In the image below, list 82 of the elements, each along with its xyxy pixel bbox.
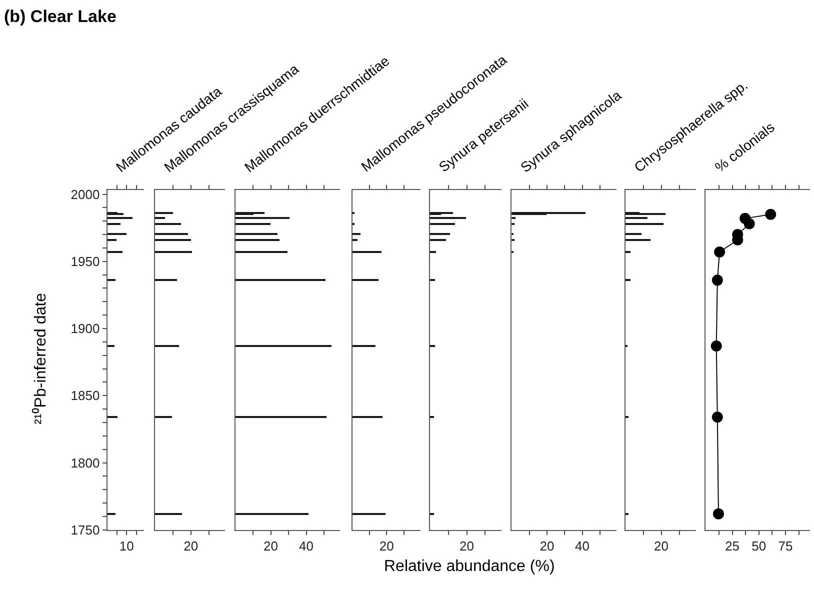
- x-tick-label: 10: [119, 538, 134, 554]
- bar: [155, 251, 192, 254]
- bar: [430, 345, 435, 348]
- x-tick-label: 20: [264, 538, 278, 554]
- bar: [235, 223, 270, 226]
- bar: [625, 213, 666, 216]
- x-tick-label: 50: [752, 538, 766, 554]
- bar: [155, 416, 172, 418]
- point: [765, 208, 776, 220]
- bar: [155, 279, 177, 282]
- y-tick-label: 1950: [70, 254, 100, 269]
- bar: [625, 416, 628, 418]
- bar: [155, 239, 191, 242]
- bar: [107, 279, 116, 282]
- x-tick-label: 20: [540, 538, 554, 554]
- x-tick-label: 40: [299, 538, 314, 554]
- bar: [107, 223, 120, 226]
- bar: [107, 513, 116, 516]
- bar: [352, 513, 386, 516]
- y-tick-label: 2000: [70, 186, 100, 202]
- bar: [107, 345, 114, 348]
- bar: [625, 513, 628, 516]
- bar: [235, 513, 308, 516]
- point: [714, 246, 726, 258]
- x-tick-label: 75: [778, 538, 793, 554]
- x-tick-label: 20: [460, 538, 474, 554]
- bar: [625, 233, 642, 236]
- bar: [625, 251, 630, 254]
- bar: [430, 217, 466, 220]
- y-axis-title: ²¹⁰Pb-inferred date: [32, 292, 50, 424]
- point: [710, 340, 722, 352]
- y-tick-label: 1750: [70, 522, 100, 538]
- bar: [625, 223, 664, 226]
- bar: [430, 251, 436, 254]
- bar: [235, 345, 332, 348]
- bar: [155, 345, 179, 348]
- y-tick-label: 1900: [70, 321, 100, 336]
- bar: [107, 239, 116, 242]
- x-tick-label: 20: [379, 538, 394, 554]
- point: [712, 412, 723, 423]
- bar: [107, 213, 124, 216]
- bar: [430, 416, 434, 418]
- bar: [625, 279, 630, 282]
- bar: [352, 345, 376, 348]
- point: [744, 218, 755, 230]
- bar: [235, 233, 278, 236]
- bar: [107, 251, 122, 254]
- bar: [352, 279, 378, 282]
- point: [712, 508, 724, 520]
- bar: [352, 233, 360, 236]
- point: [712, 274, 723, 286]
- bar: [235, 279, 326, 282]
- bar: [155, 513, 182, 516]
- bar: [352, 239, 358, 242]
- x-tick-label: 20: [184, 538, 198, 554]
- bar: [107, 416, 118, 418]
- bar: [155, 217, 165, 220]
- bar: [235, 251, 288, 254]
- y-tick-label: 1850: [70, 388, 100, 404]
- bar: [430, 279, 435, 282]
- y-tick-label: 1800: [70, 455, 100, 470]
- bar: [107, 217, 132, 220]
- bar: [430, 239, 446, 242]
- bar: [430, 513, 434, 516]
- bar: [155, 212, 173, 214]
- x-axis-title: Relative abundance (%): [384, 558, 555, 575]
- x-tick-label: 20: [654, 538, 669, 554]
- bar: [625, 239, 650, 242]
- bar: [235, 239, 280, 242]
- bar: [155, 233, 188, 236]
- bar: [107, 233, 126, 236]
- bar: [235, 217, 290, 220]
- bar: [155, 223, 181, 226]
- bar: [352, 416, 382, 418]
- x-tick-label: 40: [575, 538, 590, 554]
- bar: [352, 251, 382, 254]
- x-tick-label: 25: [725, 538, 740, 554]
- bar: [625, 217, 648, 220]
- bar: [235, 416, 326, 418]
- bar: [430, 223, 455, 226]
- text: (b) Clear Lake: [4, 7, 116, 26]
- bar: [430, 233, 450, 236]
